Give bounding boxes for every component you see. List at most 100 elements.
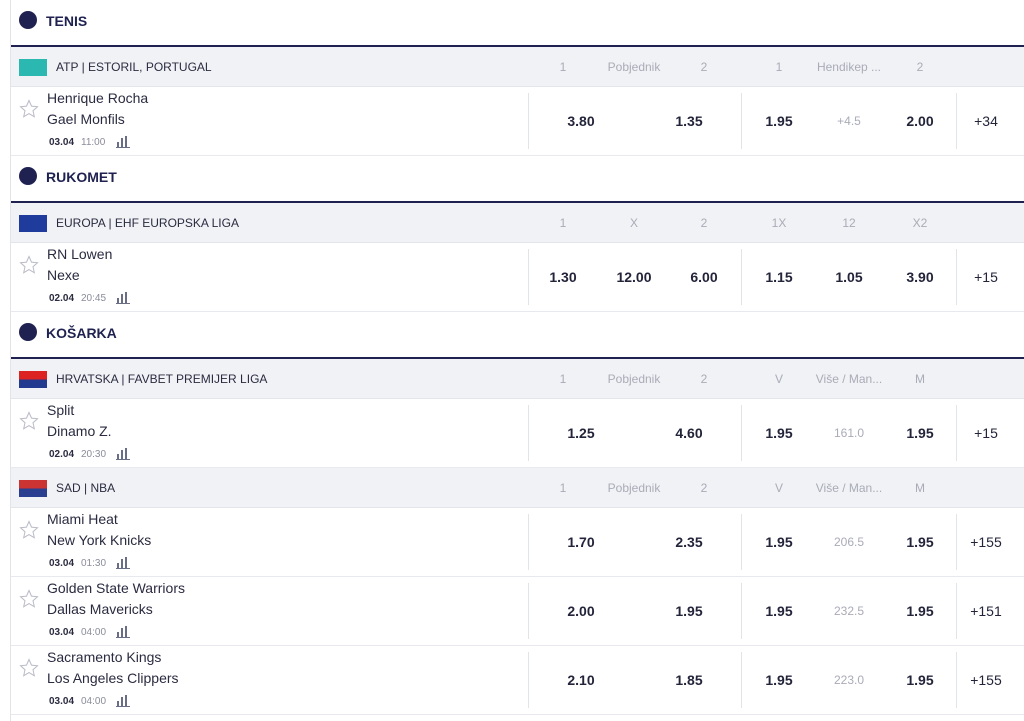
favorite-star[interactable]: [19, 520, 39, 540]
more-markets[interactable]: +155: [970, 534, 1002, 550]
odd[interactable]: 2.00: [906, 113, 934, 129]
odd[interactable]: 6.00: [690, 269, 718, 285]
market-header: 1: [559, 372, 567, 386]
league-row: EUROPA | EHF EUROPSKA LIGA 1 X 2 1X 12 X2: [11, 203, 1024, 243]
odd[interactable]: 1.30: [549, 269, 577, 285]
stats-icon[interactable]: [116, 694, 130, 707]
odd[interactable]: 1.95: [906, 425, 934, 441]
stats-icon[interactable]: [116, 135, 130, 148]
odd[interactable]: 1.35: [675, 113, 703, 129]
favorite-star[interactable]: [19, 411, 39, 431]
stats-icon[interactable]: [116, 556, 130, 569]
handicap-line: 223.0: [833, 673, 865, 687]
league-name: HRVATSKA | FAVBET PREMIJER LIGA: [56, 372, 268, 386]
away-team: Dallas Mavericks: [47, 601, 153, 617]
divider: [528, 583, 529, 639]
away-team: Gael Monfils: [47, 111, 125, 127]
home-team: Golden State Warriors: [47, 580, 185, 596]
match-time: 01:30: [81, 558, 107, 569]
market-header: 2: [700, 481, 708, 495]
match-date: 03.04: [49, 558, 75, 569]
divider: [528, 93, 529, 149]
sport-icon: [19, 167, 37, 185]
market-header: 1: [559, 60, 567, 74]
more-markets[interactable]: +155: [970, 672, 1002, 688]
home-team: Split: [47, 402, 75, 418]
odd[interactable]: 1.95: [765, 603, 793, 619]
odd[interactable]: 2.35: [675, 534, 703, 550]
odd[interactable]: 1.85: [675, 672, 703, 688]
odd[interactable]: 1.95: [675, 603, 703, 619]
divider: [528, 652, 529, 708]
divider: [956, 583, 957, 639]
league-name: SAD | NBA: [56, 481, 116, 495]
away-team: Los Angeles Clippers: [47, 670, 179, 686]
away-team: New York Knicks: [47, 532, 152, 548]
odd[interactable]: 3.80: [567, 113, 595, 129]
stats-icon[interactable]: [116, 625, 130, 638]
more-markets[interactable]: +151: [970, 603, 1002, 619]
league-row: HRVATSKA | FAVBET PREMIJER LIGA 1 Pobjedni…: [11, 359, 1024, 399]
odd[interactable]: 1.95: [765, 113, 793, 129]
match-date: 03.04: [49, 696, 75, 707]
odd[interactable]: 1.95: [906, 603, 934, 619]
odd[interactable]: 3.90: [906, 269, 934, 285]
handicap-line: 232.5: [833, 604, 865, 618]
match-date: 02.04: [49, 293, 75, 304]
divider: [741, 514, 742, 570]
more-markets[interactable]: +15: [974, 269, 998, 285]
favorite-star[interactable]: [19, 658, 39, 678]
market-header: Više / Man...: [815, 481, 883, 495]
divider: [741, 583, 742, 639]
sport-header: RUKOMET: [11, 156, 1024, 203]
market-header: Pobjednik: [607, 372, 661, 386]
market-header: M: [915, 481, 925, 495]
market-header: Hendikep ...: [816, 60, 882, 74]
match-date: 03.04: [49, 137, 75, 148]
favorite-star[interactable]: [19, 255, 39, 275]
league-flag: [19, 215, 47, 232]
odd[interactable]: 4.60: [675, 425, 703, 441]
odd[interactable]: 1.95: [765, 425, 793, 441]
more-markets[interactable]: +34: [974, 113, 998, 129]
odd[interactable]: 1.70: [567, 534, 595, 550]
favorite-star[interactable]: [19, 589, 39, 609]
odd[interactable]: 12.00: [616, 269, 652, 285]
league-row: ATP | ESTORIL, PORTUGAL 1 Pobjednik 2 1 Hendi…: [11, 47, 1024, 87]
market-header: 2: [916, 60, 924, 74]
divider: [528, 514, 529, 570]
market-header: M: [915, 372, 925, 386]
home-team: RN Lowen: [47, 246, 113, 262]
odd[interactable]: 1.95: [906, 672, 934, 688]
more-markets[interactable]: +15: [974, 425, 998, 441]
market-header: 2: [700, 372, 708, 386]
league-flag: [19, 480, 47, 497]
odd[interactable]: 2.10: [567, 672, 595, 688]
match-time: 20:30: [81, 449, 107, 460]
odd[interactable]: 1.05: [835, 269, 863, 285]
stats-icon[interactable]: [116, 291, 130, 304]
match-time: 11:00: [81, 137, 106, 148]
market-header: V: [774, 481, 783, 495]
sport-title: KOŠARKA: [46, 325, 117, 341]
home-team: Miami Heat: [47, 511, 118, 527]
market-header: V: [774, 372, 783, 386]
odd[interactable]: 1.95: [765, 534, 793, 550]
match-date: 03.04: [49, 627, 75, 638]
sport-header: KOŠARKA: [11, 312, 1024, 359]
odd[interactable]: 1.25: [567, 425, 595, 441]
match-row: Henrique Rocha Gael Monfils 03.04 11:00 3.80…: [11, 87, 1024, 156]
divider: [528, 249, 529, 305]
divider: [956, 514, 957, 570]
stats-icon[interactable]: [116, 447, 130, 460]
sport-header: TENIS: [11, 0, 1024, 47]
market-header: 1X: [771, 216, 787, 230]
market-header: X2: [912, 216, 928, 230]
favorite-star[interactable]: [19, 99, 39, 119]
match-time: 20:45: [81, 293, 107, 304]
odd[interactable]: 1.95: [765, 672, 793, 688]
odd[interactable]: 1.15: [765, 269, 793, 285]
odd[interactable]: 1.95: [906, 534, 934, 550]
market-header: Pobjednik: [607, 481, 661, 495]
odd[interactable]: 2.00: [567, 603, 595, 619]
